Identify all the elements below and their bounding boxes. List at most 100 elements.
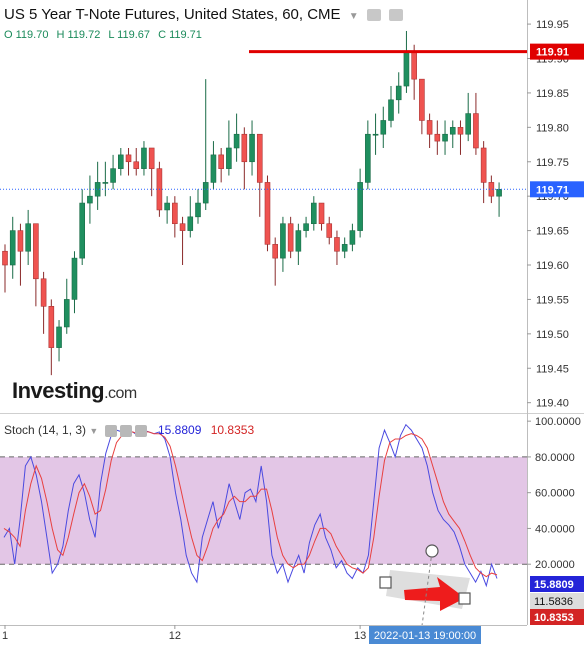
- candle: [318, 202, 325, 231]
- drawing-handle-start[interactable]: [379, 576, 392, 589]
- stoch-tick-label: 60.0000: [535, 488, 575, 500]
- drawing-arrow[interactable]: [379, 544, 471, 634]
- close-value: C 119.71: [158, 29, 202, 41]
- candle: [249, 120, 255, 176]
- candle: [295, 223, 302, 266]
- chevron-down-icon[interactable]: ▼: [89, 426, 99, 436]
- stoch-band: [0, 456, 527, 565]
- candle: [94, 161, 101, 210]
- price-panel[interactable]: [0, 0, 527, 413]
- candle: [233, 113, 240, 162]
- candle: [264, 175, 271, 252]
- candle: [210, 141, 217, 190]
- candle: [179, 216, 186, 266]
- price-tick-label: 119.45: [536, 363, 569, 375]
- candle: [341, 237, 348, 259]
- stoch-legend[interactable]: Stoch (14, 1, 3) ▼ 15.8809 10.8353: [4, 423, 254, 437]
- candle: [25, 209, 31, 266]
- candle: [195, 189, 201, 224]
- chevron-down-icon[interactable]: ▼: [348, 11, 359, 22]
- candle: [218, 147, 224, 183]
- candle: [164, 196, 170, 224]
- stoch-title: Stoch (14, 1, 3): [4, 423, 87, 437]
- candle: [256, 133, 263, 217]
- candle: [172, 196, 178, 238]
- candle: [241, 127, 248, 190]
- ohlc-readout: O 119.70 H 119.72 L 119.67 C 119.71: [4, 29, 207, 41]
- open-value: O 119.70: [4, 29, 49, 41]
- candle: [488, 175, 495, 204]
- candle: [388, 86, 394, 128]
- candle: [133, 147, 140, 176]
- candle: [480, 141, 487, 204]
- svg-text:10.8353: 10.8353: [534, 612, 574, 624]
- crosshair-time-tag: 2022-01-13 19:00:00: [369, 626, 481, 644]
- settings-icon[interactable]: [388, 9, 403, 22]
- price-tick-label: 119.50: [536, 329, 569, 341]
- candle: [357, 168, 363, 238]
- candle: [118, 147, 124, 176]
- time-tick-label: 12: [169, 630, 181, 642]
- candle: [473, 92, 479, 155]
- drawing-handle-end[interactable]: [458, 592, 471, 605]
- stoch-extra-tag: 11.5836: [530, 593, 584, 609]
- candle: [449, 120, 456, 148]
- stoch-tick-label: 20.0000: [535, 559, 575, 571]
- stoch-k-tag: 15.8809: [530, 576, 584, 592]
- candle: [465, 92, 472, 142]
- resistance-price-tag: 119.91: [530, 43, 584, 60]
- candle: [48, 299, 55, 376]
- candle: [326, 216, 333, 245]
- price-tick-label: 119.75: [536, 157, 569, 169]
- candle: [87, 175, 93, 224]
- chart-title-text: US 5 Year T-Note Futures, United States,…: [4, 6, 341, 23]
- low-value: L 119.67: [108, 29, 150, 41]
- time-tick-label: 1: [2, 630, 8, 642]
- stoch-axis[interactable]: 20.0000 40.0000 60.0000 80.0000 100.0000: [527, 416, 581, 571]
- eye-icon[interactable]: [104, 424, 117, 437]
- candle: [71, 251, 78, 314]
- candle: [434, 120, 441, 155]
- close-icon[interactable]: [134, 424, 147, 437]
- candle: [372, 113, 379, 155]
- candle: [33, 223, 39, 307]
- candle: [334, 230, 340, 266]
- price-tick-label: 119.65: [536, 226, 569, 238]
- candle: [287, 216, 294, 259]
- candle: [17, 223, 24, 286]
- settings-icon[interactable]: [119, 424, 132, 437]
- svg-text:15.8809: 15.8809: [534, 579, 574, 591]
- drawing-handle-circle[interactable]: [425, 544, 439, 558]
- price-axis[interactable]: 119.40 119.45 119.50 119.55 119.60 119.65 119.…: [527, 19, 569, 410]
- candle: [148, 147, 155, 197]
- svg-text:11.5836: 11.5836: [534, 596, 573, 608]
- candle: [310, 196, 317, 231]
- candle: [365, 120, 371, 190]
- candle: [426, 113, 433, 148]
- current-price-tag: 119.71: [530, 181, 584, 198]
- candle: [102, 161, 109, 197]
- candle: [2, 244, 8, 293]
- candle: [457, 120, 464, 155]
- candle: [79, 189, 85, 266]
- candle: [442, 120, 448, 155]
- stoch-tick-label: 80.0000: [535, 452, 575, 464]
- candle: [56, 320, 62, 362]
- price-tick-label: 119.80: [536, 122, 569, 134]
- price-tick-label: 119.95: [536, 19, 569, 31]
- candlestick-series: [2, 30, 502, 376]
- time-axis[interactable]: 1 12 13: [2, 625, 366, 642]
- investing-logo: Investing.com: [12, 378, 137, 403]
- eye-icon[interactable]: [366, 9, 381, 22]
- chart-title[interactable]: US 5 Year T-Note Futures, United States,…: [4, 6, 403, 23]
- stoch-k-line: [3, 423, 498, 588]
- candle: [141, 141, 147, 176]
- candle: [380, 106, 387, 148]
- svg-text:2022-01-13 19:00:00: 2022-01-13 19:00:00: [374, 630, 476, 642]
- candle: [110, 154, 116, 190]
- stoch-d-tag: 10.8353: [530, 609, 584, 625]
- stoch-k-value: 15.8809: [158, 423, 202, 437]
- candle: [496, 182, 502, 217]
- svg-text:119.71: 119.71: [536, 184, 569, 196]
